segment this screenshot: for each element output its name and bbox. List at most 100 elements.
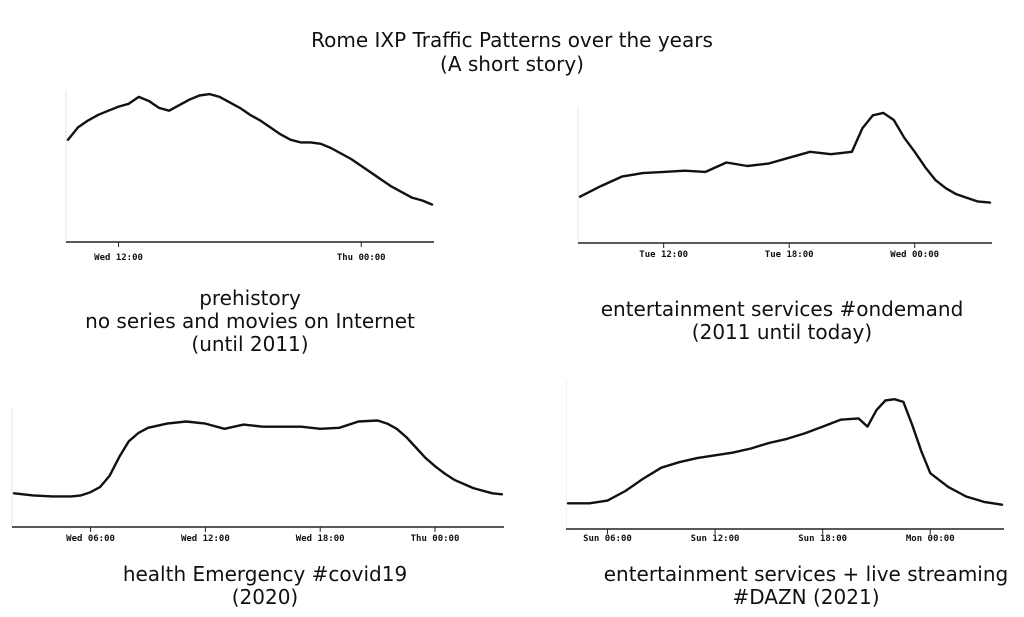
traffic-data-point [965, 495, 967, 498]
traffic-data-point [606, 499, 609, 502]
traffic-data-point [453, 479, 456, 481]
traffic-data-point [13, 492, 15, 495]
x-tick-label: Wed 12:00 [94, 253, 143, 263]
traffic-data-point [415, 446, 417, 449]
traffic-data-point [678, 461, 680, 463]
traffic-data-point [249, 114, 251, 116]
traffic-data-point [851, 151, 853, 153]
traffic-data-point [882, 112, 885, 114]
traffic-data-point [434, 465, 436, 467]
traffic-data-point [913, 151, 916, 153]
traffic-data-point [376, 419, 379, 422]
chart-panel-ondemand: Tue 12:00 Tue 18:00 Wed 00:00 [577, 107, 992, 260]
traffic-data-point [696, 457, 698, 459]
traffic-data-point [386, 422, 389, 425]
traffic-data-point [32, 494, 34, 497]
traffic-data-point [218, 96, 221, 98]
traffic-data-point [99, 486, 101, 488]
traffic-data-point [809, 151, 811, 153]
traffic-data-point [767, 162, 770, 165]
traffic-data-point [989, 201, 991, 204]
traffic-data-point [147, 427, 149, 429]
chart-title: Rome IXP Traffic Patterns over the years [311, 28, 713, 52]
traffic-data-point [929, 472, 932, 474]
traffic-data-point [788, 156, 790, 159]
traffic-data-point [662, 171, 665, 173]
traffic-data-point [390, 185, 393, 188]
traffic-data-point [902, 401, 905, 403]
chart-panel-prehistory: Wed 12:00 Thu 00:00 [65, 90, 434, 263]
chart-panel-dazn: Sun 06:00 Sun 12:00 Sun 18:00 Mon 00:00 [566, 380, 1004, 544]
x-tick-label: Sun 06:00 [583, 534, 632, 544]
traffic-data-point [501, 493, 503, 496]
traffic-data-point [624, 490, 627, 492]
chart-panel-covid19: Wed 06:00 Wed 12:00 Wed 18:00 Thu 00:00 [11, 408, 504, 544]
traffic-data-point [911, 424, 914, 426]
traffic-data-point [340, 152, 342, 155]
x-tick-label: Thu 00:00 [337, 253, 386, 263]
traffic-data-point [279, 133, 282, 135]
traffic-data-point [704, 171, 707, 173]
traffic-data-point [725, 161, 728, 164]
traffic-data-point [621, 175, 623, 178]
traffic-data-point [380, 178, 383, 181]
traffic-data-point [158, 107, 160, 109]
traffic-data-point [839, 418, 842, 421]
traffic-data-point [411, 196, 413, 199]
traffic-data-point [642, 172, 644, 174]
traffic-data-point [117, 105, 120, 108]
traffic-data-point [259, 119, 261, 122]
traffic-data-point [875, 409, 878, 411]
traffic-data-point [866, 425, 869, 428]
traffic-data-point [947, 486, 949, 488]
traffic-data-point [567, 502, 569, 505]
traffic-data-point [920, 450, 923, 452]
traffic-series-line [12, 419, 504, 498]
traffic-data-point [319, 428, 322, 430]
x-tick-label: Wed 12:00 [181, 534, 230, 544]
caption-line: prehistory [199, 286, 301, 310]
traffic-data-point [732, 451, 734, 454]
traffic-data-point [80, 494, 82, 497]
x-tick-label: Sun 18:00 [798, 534, 847, 544]
traffic-data-point [70, 495, 73, 498]
traffic-data-point [857, 417, 860, 420]
traffic-data-point [137, 432, 140, 434]
x-tick-label: Mon 00:00 [906, 534, 955, 544]
traffic-data-point [821, 425, 824, 428]
traffic-data-point [642, 477, 645, 480]
traffic-data-point [309, 141, 312, 144]
traffic-data-point [223, 428, 226, 430]
traffic-data-point [683, 169, 686, 172]
traffic-data-point [269, 126, 271, 129]
traffic-data-point [861, 127, 864, 129]
traffic-data-point [320, 143, 322, 145]
traffic-data-point [127, 103, 130, 105]
caption-dazn: entertainment services + live streaming … [600, 563, 1012, 609]
traffic-data-point [198, 94, 201, 97]
traffic-data-point [89, 491, 92, 493]
caption-line: entertainment services #ondemand [600, 297, 964, 321]
traffic-data-point [768, 442, 770, 444]
traffic-data-point [660, 466, 663, 469]
caption-line: #DAZN (2021) [732, 585, 880, 609]
caption-line: (2020) [231, 585, 299, 609]
traffic-data-point [600, 185, 602, 187]
x-tick-label: Sun 12:00 [691, 534, 740, 544]
caption-line: (until 2011) [191, 332, 309, 356]
traffic-series-line [66, 92, 434, 206]
traffic-data-point [178, 104, 180, 106]
traffic-data-point [242, 423, 245, 426]
traffic-data-point [903, 136, 905, 139]
traffic-data-point [299, 141, 302, 144]
traffic-data-point [405, 436, 408, 438]
traffic-series-line [566, 398, 1004, 506]
traffic-data-point [138, 96, 140, 98]
traffic-data-point [281, 425, 283, 428]
traffic-data-point [746, 165, 749, 167]
x-tick-label: Tue 12:00 [639, 250, 688, 260]
traffic-data-point [360, 165, 363, 167]
traffic-data-point [395, 428, 398, 430]
traffic-data-point [239, 107, 241, 109]
traffic-data-point [424, 457, 427, 459]
